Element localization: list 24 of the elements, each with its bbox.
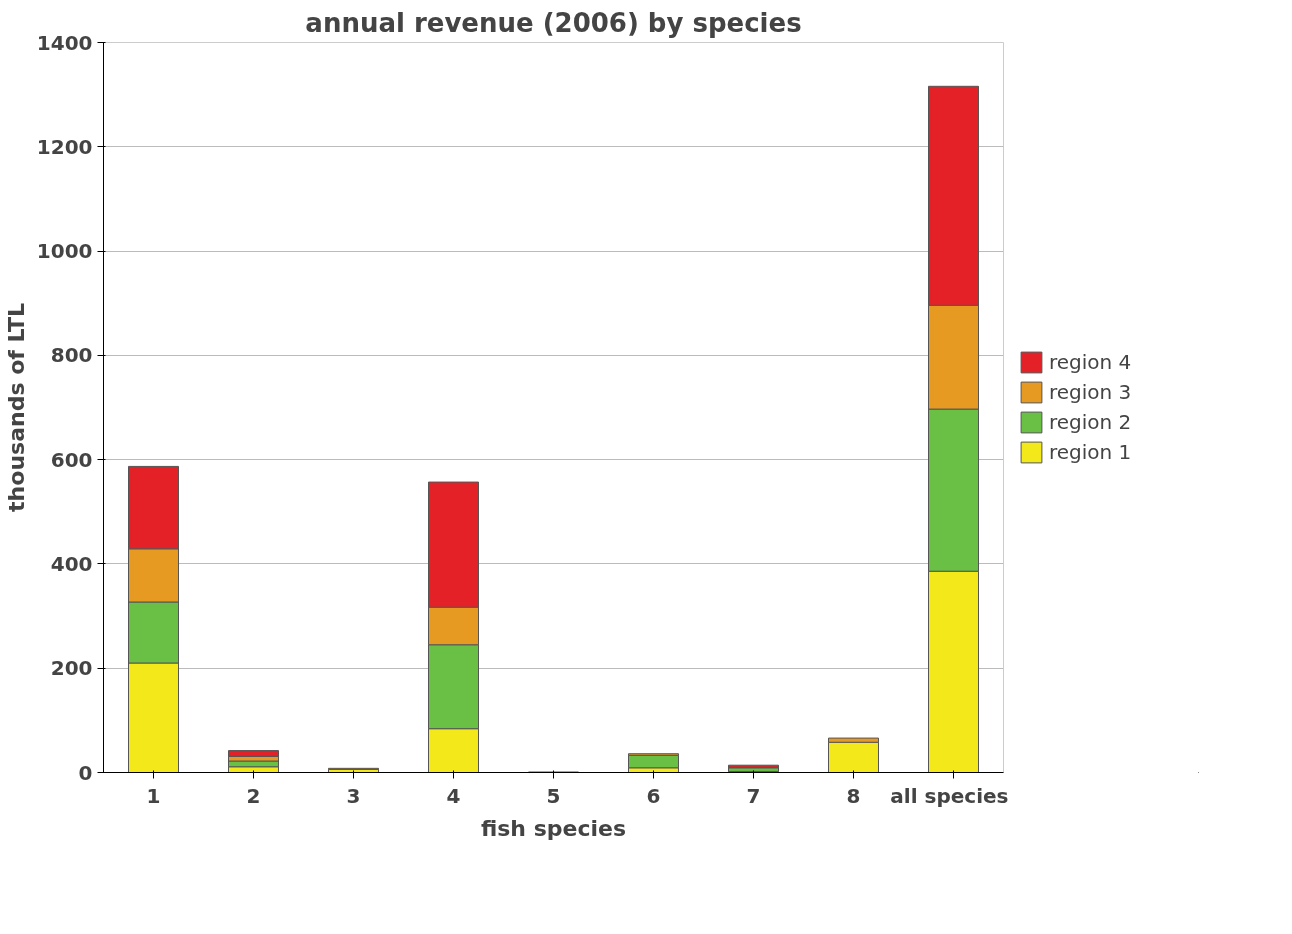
- x-tick-label: 3: [346, 783, 361, 808]
- x-tick-label: 6: [646, 783, 661, 808]
- chart-title: annual revenue (2006) by species: [305, 7, 802, 38]
- y-tick-label: 800: [50, 343, 93, 368]
- legend-label: region 2: [1049, 410, 1132, 434]
- x-tick-label: 5: [546, 783, 561, 808]
- y-tick-label: 400: [50, 551, 93, 576]
- x-tick-label: 8: [846, 783, 861, 808]
- x-tick-label: all species: [890, 783, 1009, 808]
- legend-label: region 1: [1049, 440, 1132, 464]
- y-tick-label: 600: [50, 447, 93, 472]
- x-tick-label: 1: [146, 783, 161, 808]
- y-tick-label: 1000: [36, 239, 93, 264]
- x-axis-title: fish species: [480, 815, 627, 841]
- y-axis-title: thousands of LTL: [3, 303, 29, 512]
- y-tick-label: 1400: [36, 30, 93, 55]
- legend-label: region 4: [1049, 350, 1132, 374]
- y-tick-label: 1200: [36, 134, 93, 159]
- legend-label: region 3: [1049, 380, 1132, 404]
- x-tick-label: 2: [246, 783, 261, 808]
- x-tick-label: 7: [746, 783, 761, 808]
- x-tick-label: 4: [446, 783, 461, 808]
- y-tick-label: 200: [50, 656, 93, 681]
- y-tick-label: 0: [78, 760, 93, 785]
